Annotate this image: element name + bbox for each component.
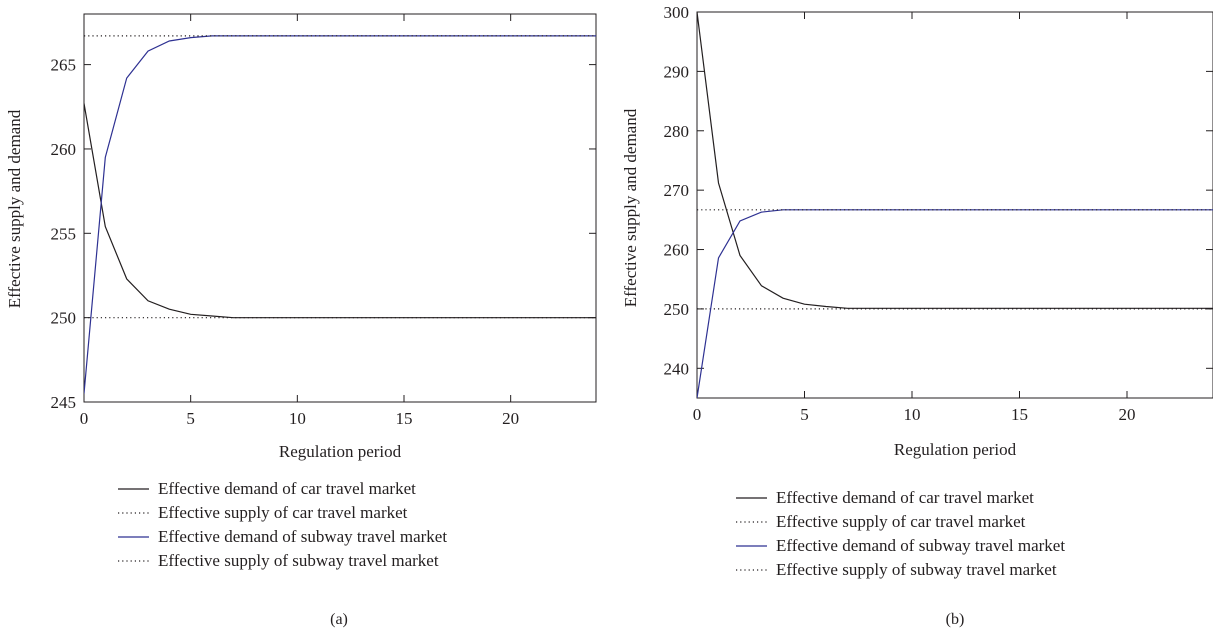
chart-1-y-tick-label: 290 [664,62,690,81]
chart-0-caption: (a) [330,611,348,628]
chart-1-y-tick-label: 280 [664,122,690,141]
chart-1-y-tick-label: 300 [664,3,690,22]
chart-1-y-tick-label: 240 [664,359,690,378]
chart-1-legend-label-4: Effective supply of subway travel market [776,560,1057,579]
chart-0-y-axis-title: Effective supply and demand [5,109,24,308]
chart-1-plot-frame [696,11,1213,399]
chart-0-x-tick-label: 20 [502,409,519,428]
chart-0-y-tick-label: 245 [51,393,77,412]
chart-0-legend-label-1: Effective demand of car travel market [158,479,416,498]
chart-1-legend-label-3: Effective demand of subway travel market [776,536,1065,555]
chart-0-series-group [84,35,596,394]
chart-0-series-line-1 [84,103,596,319]
chart-0-legend-label-3: Effective demand of subway travel market [158,527,447,546]
chart-1-caption: (b) [946,611,965,628]
chart-0-series-line-3 [84,35,596,394]
chart-0-plot-frame [83,13,597,403]
chart-1-legend-label-1: Effective demand of car travel market [776,488,1034,507]
chart-1-x-tick-label: 0 [693,405,702,424]
chart-1-x-tick-label: 5 [800,405,809,424]
chart-1-series-line-1 [697,12,1213,309]
chart-1-x-tick-label: 20 [1119,405,1136,424]
chart-1-x-axis-title: Regulation period [894,440,1017,459]
chart-1-y-tick-label: 270 [664,181,690,200]
chart-0-x-axis-title: Regulation period [279,442,402,461]
chart-0-y-tick-label: 255 [51,224,77,243]
chart-1-y-axis-title: Effective supply and demand [621,108,640,307]
chart-1-legend-label-2: Effective supply of car travel market [776,512,1026,531]
chart-0-x-tick-label: 15 [396,409,413,428]
chart-0-x-tick-label: 5 [186,409,195,428]
chart-1-x-tick-label: 15 [1011,405,1028,424]
panel-b: 0 5 10 15 20 240 250 260 270 280 290 300 Regulation … [621,3,1213,628]
chart-1-x-tick-label: 10 [904,405,921,424]
chart-0-x-tick-label: 10 [289,409,306,428]
chart-0-legend-label-4: Effective supply of subway travel market [158,551,439,570]
chart-1-series-line-3 [697,209,1213,398]
chart-0-legend-label-2: Effective supply of car travel market [158,503,408,522]
panel-a: 0 5 10 15 20 245 250 255 260 265 Regulation period… [5,13,597,628]
chart-0-y-tick-label: 250 [51,309,77,328]
chart-1-y-tick-label: 250 [664,300,690,319]
chart-1-y-tick-label: 260 [664,241,690,260]
chart-0-x-tick-label: 0 [80,409,89,428]
chart-0-y-tick-label: 265 [51,56,77,75]
chart-1-series-group [697,12,1213,398]
chart-0-y-tick-label: 260 [51,140,77,159]
